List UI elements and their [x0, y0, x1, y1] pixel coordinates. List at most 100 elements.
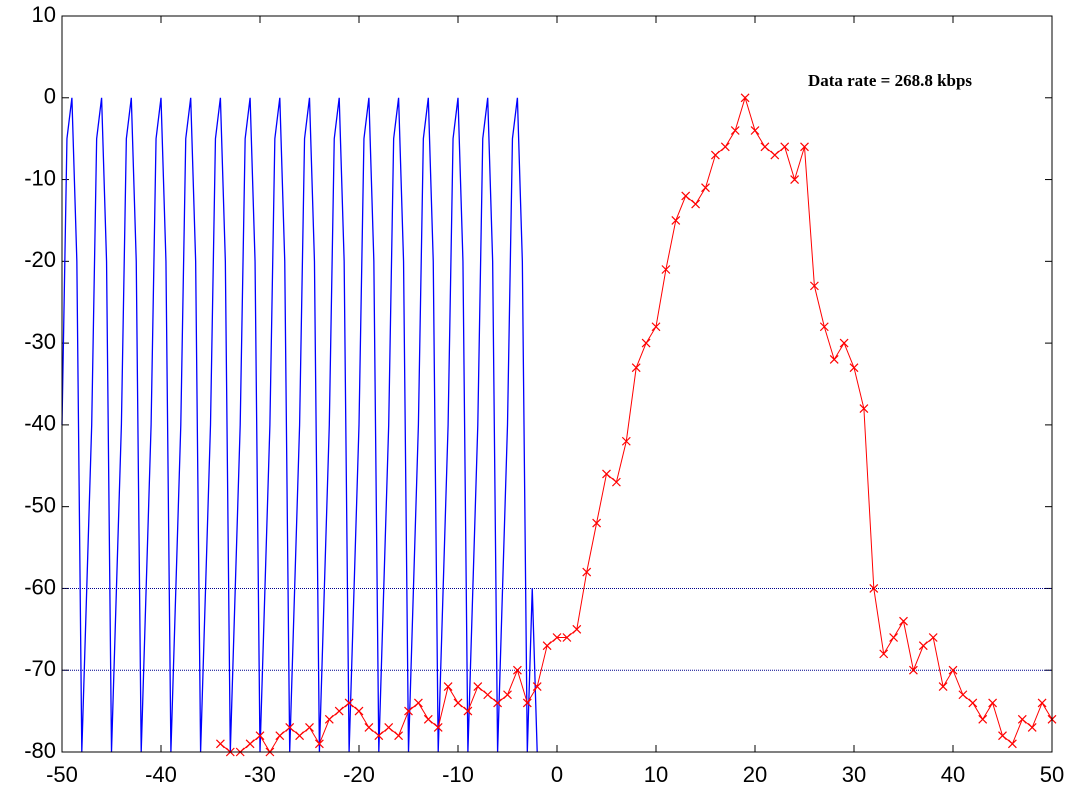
point-marker — [1037, 698, 1047, 708]
x-tick-label: 50 — [1040, 762, 1064, 787]
point-marker — [453, 698, 463, 708]
point-marker — [305, 723, 314, 732]
point-marker — [314, 739, 324, 749]
point-marker — [295, 731, 305, 741]
point-marker — [503, 690, 512, 700]
point-marker — [374, 731, 384, 741]
y-tick-label: -50 — [24, 492, 56, 517]
point-marker — [602, 469, 611, 479]
point-marker — [641, 338, 651, 348]
point-marker — [245, 739, 255, 749]
point-marker — [394, 731, 404, 741]
point-marker — [532, 682, 542, 692]
x-tick-label: -30 — [244, 762, 276, 787]
annotation: Data rate = 268.8 kbps — [808, 71, 972, 90]
point-marker — [433, 723, 443, 732]
point-marker — [869, 584, 879, 593]
point-marker — [364, 723, 374, 732]
point-marker — [908, 665, 918, 675]
y-tick-label: -60 — [24, 574, 56, 599]
point-marker — [691, 199, 701, 209]
x-tick-label: -20 — [343, 762, 375, 787]
point-marker — [582, 567, 592, 577]
point-marker — [800, 142, 809, 152]
point-marker — [899, 616, 908, 626]
point-marker — [701, 183, 710, 193]
point-marker — [988, 698, 998, 708]
x-tick-label: 20 — [743, 762, 767, 787]
x-tick-label: -50 — [46, 762, 78, 787]
point-marker — [740, 93, 750, 103]
point-marker — [592, 518, 602, 528]
point-marker — [611, 477, 621, 487]
point-marker — [404, 706, 413, 716]
point-marker — [1007, 739, 1017, 749]
point-marker — [552, 633, 562, 642]
point-marker — [275, 731, 285, 741]
point-marker — [978, 714, 988, 724]
point-marker — [918, 641, 928, 651]
point-marker — [324, 714, 334, 724]
point-marker — [493, 698, 503, 708]
point-marker — [572, 624, 582, 634]
point-marker — [384, 723, 394, 732]
point-marker — [285, 723, 295, 732]
point-marker — [859, 404, 869, 413]
point-marker — [730, 126, 740, 135]
y-tick-label: -10 — [24, 165, 56, 190]
point-marker — [750, 126, 760, 135]
y-tick-label: 0 — [44, 84, 56, 109]
point-marker — [413, 698, 423, 708]
x-tick-label: 0 — [551, 762, 563, 787]
point-marker — [215, 739, 225, 749]
point-marker — [1027, 723, 1037, 732]
point-marker — [512, 665, 522, 675]
point-marker — [651, 322, 661, 332]
point-marker — [671, 216, 681, 225]
x-tick-label: -10 — [442, 762, 474, 787]
point-marker — [661, 265, 671, 274]
point-marker — [681, 191, 691, 201]
point-marker — [334, 706, 344, 716]
point-marker — [522, 698, 532, 708]
point-marker — [889, 633, 899, 642]
point-marker — [463, 706, 473, 716]
point-marker — [968, 698, 978, 708]
point-marker — [631, 363, 641, 373]
point-marker — [1017, 714, 1027, 724]
point-marker — [483, 690, 493, 700]
plot-frame — [61, 15, 1053, 753]
y-tick-label: -30 — [24, 329, 56, 354]
x-tick-label: -40 — [145, 762, 177, 787]
point-marker — [809, 281, 819, 291]
point-marker — [790, 175, 800, 184]
point-marker — [710, 150, 720, 160]
point-marker — [780, 142, 790, 152]
point-marker — [879, 649, 889, 659]
point-marker — [928, 633, 938, 642]
point-marker — [473, 682, 483, 692]
point-marker — [443, 682, 453, 692]
point-marker — [948, 665, 958, 675]
point-marker — [562, 633, 572, 642]
point-marker — [839, 338, 849, 348]
y-tick-label: -70 — [24, 656, 56, 681]
x-tick-label: 30 — [842, 762, 866, 787]
y-tick-label: -20 — [24, 247, 56, 272]
point-marker — [354, 706, 364, 716]
point-marker — [255, 731, 265, 741]
point-marker — [829, 355, 839, 364]
point-marker — [423, 714, 433, 724]
point-marker — [621, 436, 631, 446]
point-marker — [998, 731, 1007, 741]
point-marker — [770, 150, 780, 160]
x-tick-label: 40 — [941, 762, 965, 787]
point-marker — [958, 690, 968, 700]
x-tick-label: 10 — [644, 762, 668, 787]
point-marker — [819, 322, 829, 332]
point-marker — [849, 363, 859, 373]
y-tick-label: 10 — [32, 2, 56, 27]
point-marker — [542, 641, 552, 651]
